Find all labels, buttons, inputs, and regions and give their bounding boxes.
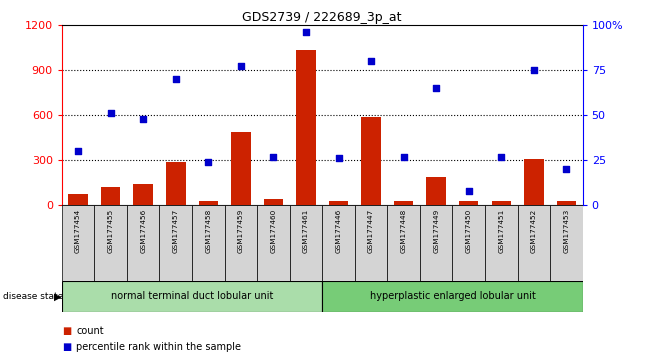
Bar (420, 205, 452, 281)
Point (561, 166, 572, 172)
Text: GSM177449: GSM177449 (433, 209, 439, 253)
Text: GSM177459: GSM177459 (238, 209, 244, 253)
Text: ■: ■ (62, 342, 71, 352)
Bar (166, 162, 186, 205)
Text: hyperplastic enlarged lobular unit: hyperplastic enlarged lobular unit (370, 291, 535, 302)
Bar (361, 116, 381, 205)
Bar (101, 187, 120, 205)
Title: GDS2739 / 222689_3p_at: GDS2739 / 222689_3p_at (242, 11, 402, 24)
Text: ▶: ▶ (54, 291, 62, 302)
Point (138, 116, 148, 121)
Bar (94, 205, 127, 281)
Text: count: count (76, 326, 104, 336)
Bar (290, 205, 322, 281)
Bar (459, 201, 478, 205)
Bar (225, 205, 257, 281)
Bar (192, 205, 225, 281)
Bar (524, 159, 544, 205)
Bar (355, 205, 387, 281)
Text: percentile rank within the sample: percentile rank within the sample (76, 342, 241, 352)
Text: GSM177457: GSM177457 (173, 209, 179, 253)
Text: ■: ■ (62, 326, 71, 336)
Bar (426, 177, 446, 205)
Bar (199, 201, 218, 205)
Text: GSM177458: GSM177458 (205, 209, 212, 253)
Bar (518, 205, 550, 281)
Point (203, 159, 214, 165)
Bar (550, 205, 583, 281)
Bar (62, 205, 94, 281)
Text: normal terminal duct lobular unit: normal terminal duct lobular unit (111, 291, 273, 302)
Bar (264, 199, 283, 205)
Point (398, 154, 409, 159)
Text: GSM177461: GSM177461 (303, 209, 309, 253)
Bar (485, 205, 518, 281)
Text: GSM177446: GSM177446 (335, 209, 342, 253)
Text: GSM177448: GSM177448 (400, 209, 407, 253)
Point (73, 148, 83, 154)
Bar (452, 205, 485, 281)
Bar (394, 201, 413, 205)
Point (301, 29, 311, 35)
Text: GSM177451: GSM177451 (498, 209, 505, 253)
Bar (68, 194, 88, 205)
Bar (296, 50, 316, 205)
Bar (127, 205, 159, 281)
Point (268, 154, 279, 159)
Text: GSM177455: GSM177455 (107, 209, 114, 253)
Bar (231, 132, 251, 205)
Bar (62, 281, 322, 312)
Bar (387, 205, 420, 281)
Bar (322, 281, 583, 312)
Bar (159, 205, 192, 281)
Point (431, 85, 441, 91)
Point (529, 67, 539, 73)
Text: GSM177454: GSM177454 (75, 209, 81, 253)
Point (496, 154, 506, 159)
Text: disease state: disease state (3, 292, 64, 301)
Point (333, 155, 344, 161)
Bar (257, 205, 290, 281)
Text: GSM177460: GSM177460 (270, 209, 277, 253)
Bar (492, 201, 511, 205)
Point (464, 188, 474, 194)
Text: GSM177450: GSM177450 (465, 209, 472, 253)
Text: GSM177452: GSM177452 (531, 209, 537, 253)
Text: GSM177453: GSM177453 (563, 209, 570, 253)
Bar (329, 201, 348, 205)
Point (105, 110, 116, 116)
Point (366, 58, 376, 64)
Bar (557, 201, 576, 205)
Bar (133, 184, 153, 205)
Text: GSM177456: GSM177456 (140, 209, 146, 253)
Bar (322, 205, 355, 281)
Point (236, 63, 246, 69)
Point (171, 76, 181, 82)
Text: GSM177447: GSM177447 (368, 209, 374, 253)
